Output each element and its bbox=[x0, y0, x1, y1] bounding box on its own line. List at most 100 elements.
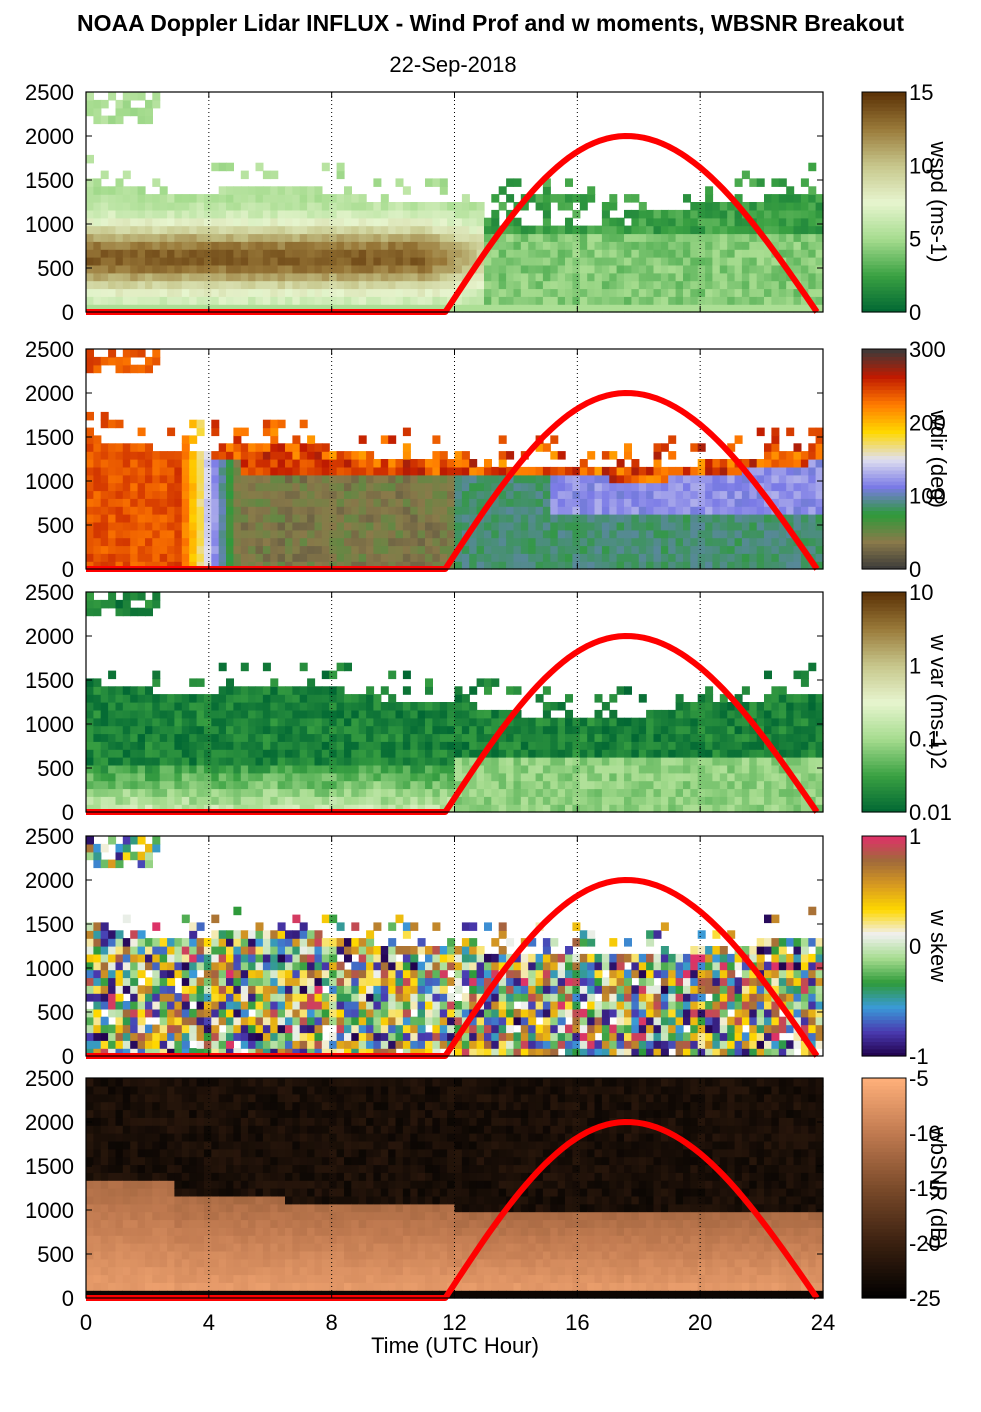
heatmap-cell bbox=[513, 257, 522, 266]
heatmap-cell bbox=[344, 194, 352, 203]
heatmap-cell bbox=[181, 757, 190, 766]
heatmap-cell bbox=[86, 466, 94, 476]
heatmap-cell bbox=[719, 466, 728, 476]
heatmap-cell bbox=[557, 725, 566, 735]
heatmap-cell bbox=[550, 225, 559, 235]
heatmap-cell bbox=[366, 772, 375, 782]
heatmap-cell bbox=[616, 257, 625, 266]
heatmap-cell bbox=[86, 288, 94, 297]
heatmap-cell bbox=[793, 225, 802, 235]
heatmap-cell bbox=[402, 202, 411, 211]
heatmap-cell bbox=[579, 717, 588, 727]
heatmap-cell bbox=[277, 490, 286, 499]
heatmap-cell bbox=[690, 804, 699, 813]
heatmap-cell bbox=[226, 561, 234, 570]
heatmap-cell bbox=[344, 296, 352, 305]
heatmap-cell bbox=[292, 233, 301, 242]
heatmap-cell bbox=[277, 296, 286, 305]
heatmap-cell bbox=[270, 225, 279, 235]
heatmap-cell bbox=[800, 514, 809, 523]
heatmap-cell bbox=[587, 451, 596, 460]
heatmap-cell bbox=[329, 233, 338, 242]
heatmap-cell bbox=[366, 257, 375, 266]
heatmap-cell bbox=[557, 296, 566, 305]
heatmap-cell bbox=[601, 717, 610, 727]
heatmap-cell bbox=[292, 280, 301, 290]
heatmap-cell bbox=[557, 264, 566, 274]
heatmap-cell bbox=[697, 209, 706, 219]
heatmap-cell bbox=[93, 717, 102, 727]
heatmap-cell bbox=[226, 280, 234, 290]
heatmap-cell bbox=[145, 107, 153, 117]
heatmap-cell bbox=[447, 241, 456, 250]
heatmap-cell bbox=[528, 194, 537, 203]
heatmap-cell bbox=[152, 490, 161, 499]
heatmap-cell bbox=[476, 725, 485, 735]
heatmap-cell bbox=[764, 670, 772, 680]
heatmap-cell bbox=[476, 709, 485, 719]
y-tick-label: 2500 bbox=[25, 80, 74, 105]
heatmap-cell bbox=[130, 780, 139, 790]
heatmap-cell bbox=[233, 280, 242, 290]
heatmap-cell bbox=[461, 709, 470, 719]
heatmap-cell bbox=[734, 506, 743, 515]
colorbar-segment bbox=[862, 161, 906, 166]
heatmap-cell bbox=[130, 764, 139, 774]
heatmap-cell bbox=[336, 537, 345, 547]
heatmap-cell bbox=[624, 490, 632, 499]
heatmap-cell bbox=[587, 717, 596, 727]
heatmap-cell bbox=[145, 356, 153, 366]
heatmap-cell bbox=[764, 288, 772, 297]
page-title: NOAA Doppler Lidar INFLUX - Wind Prof an… bbox=[77, 10, 904, 36]
heatmap-cell bbox=[601, 490, 610, 499]
heatmap-cell bbox=[285, 257, 293, 266]
heatmap-cell bbox=[130, 498, 139, 507]
heatmap-cell bbox=[240, 217, 249, 227]
heatmap-cell bbox=[203, 506, 212, 515]
heatmap-cell bbox=[196, 553, 205, 562]
heatmap-cell bbox=[727, 733, 736, 742]
heatmap-cell bbox=[815, 225, 824, 235]
heatmap-cell bbox=[461, 217, 470, 227]
heatmap-cell bbox=[786, 451, 795, 460]
heatmap-cell bbox=[211, 202, 220, 211]
heatmap-cell bbox=[152, 99, 161, 109]
heatmap-cell bbox=[86, 725, 94, 735]
heatmap-cell bbox=[638, 296, 647, 305]
heatmap-cell bbox=[86, 304, 94, 313]
heatmap-cell bbox=[130, 506, 139, 515]
heatmap-cell bbox=[270, 459, 279, 468]
heatmap-cell bbox=[815, 217, 824, 227]
heatmap-cell bbox=[86, 264, 94, 274]
colorbar-segment bbox=[862, 506, 906, 511]
heatmap-cell bbox=[115, 296, 124, 305]
heatmap-cell bbox=[373, 709, 382, 719]
heatmap-cell bbox=[226, 209, 234, 219]
heatmap-cell bbox=[498, 264, 507, 274]
heatmap-cell bbox=[388, 788, 397, 797]
heatmap-cell bbox=[233, 427, 242, 437]
heatmap-cell bbox=[815, 466, 824, 476]
colorbar-segment bbox=[862, 128, 906, 133]
heatmap-cell bbox=[189, 733, 198, 742]
heatmap-cell bbox=[167, 553, 176, 562]
heatmap-cell bbox=[351, 804, 360, 813]
heatmap-cell bbox=[226, 257, 234, 266]
heatmap-cell bbox=[115, 977, 124, 986]
heatmap-cell bbox=[506, 498, 515, 507]
heatmap-cell bbox=[196, 482, 205, 492]
heatmap-cell bbox=[734, 709, 743, 719]
heatmap-cell bbox=[535, 241, 544, 250]
heatmap-cell bbox=[535, 804, 544, 813]
heatmap-cell bbox=[122, 264, 131, 274]
heatmap-cell bbox=[764, 561, 772, 570]
heatmap-cell bbox=[130, 280, 139, 290]
heatmap-cell bbox=[86, 411, 94, 421]
heatmap-cell bbox=[476, 521, 485, 531]
heatmap-cell bbox=[439, 709, 448, 719]
heatmap-cell bbox=[668, 304, 677, 313]
heatmap-cell bbox=[808, 474, 817, 484]
heatmap-cell bbox=[174, 459, 183, 468]
heatmap-cell bbox=[447, 772, 456, 782]
heatmap-cell bbox=[439, 804, 448, 813]
